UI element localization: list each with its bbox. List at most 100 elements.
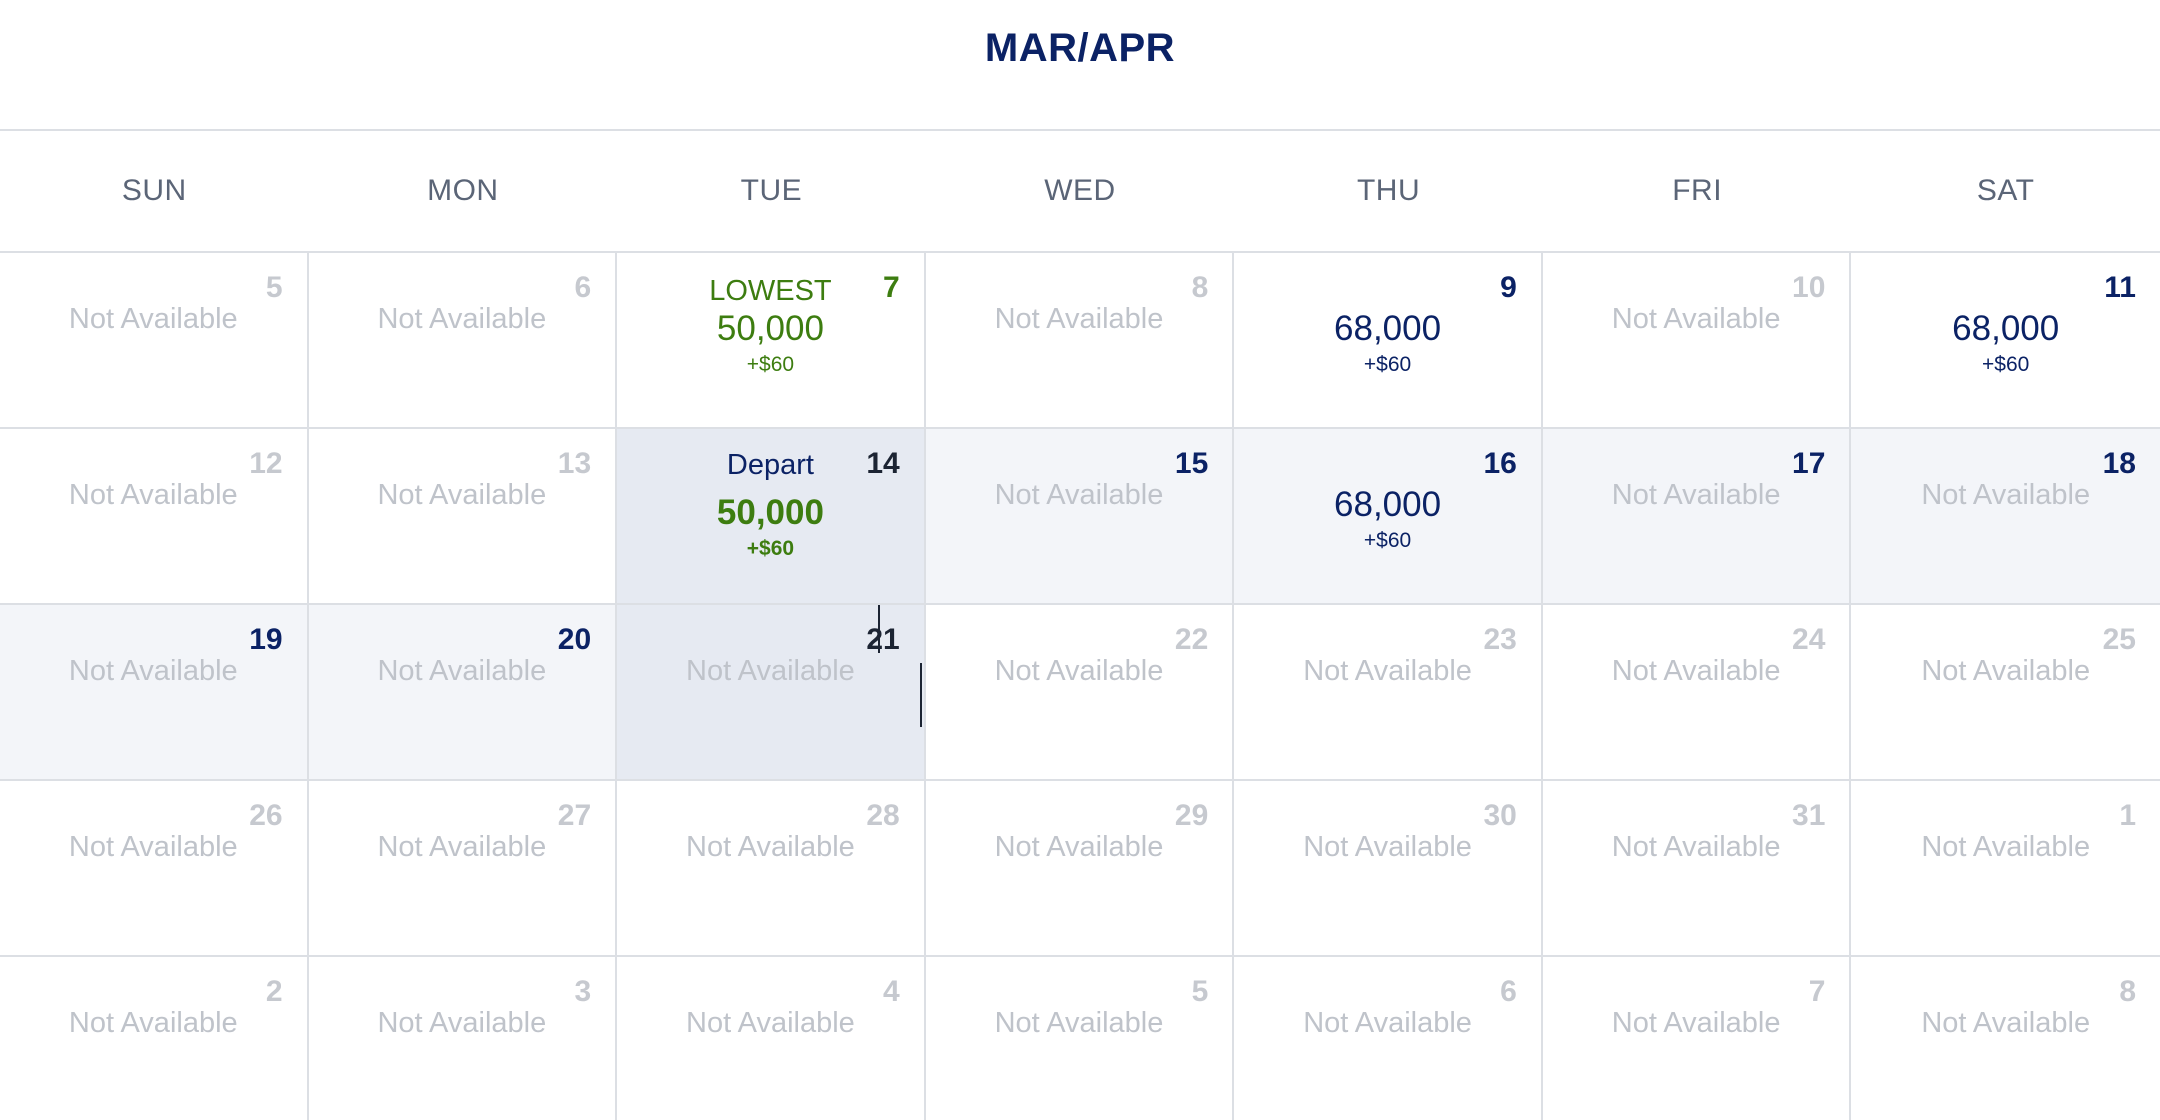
day-cell[interactable]: 5 Not Available — [925, 957, 1235, 1120]
day-content: Not Available — [1543, 303, 1850, 336]
day-cell[interactable]: 31 Not Available — [1542, 781, 1852, 957]
weekday-thu: THU — [1356, 174, 1421, 207]
availability-status: Not Available — [1611, 831, 1781, 863]
day-cell[interactable]: 14 Depart 50,000 +$60 — [617, 429, 926, 605]
day-cell[interactable]: 4 Not Available — [617, 957, 926, 1120]
day-number: 29 — [1174, 799, 1209, 832]
day-cell[interactable]: 13 Not Available — [308, 429, 618, 605]
day-number: 28 — [866, 799, 900, 832]
day-cell[interactable]: 29 Not Available — [925, 781, 1235, 957]
day-cell[interactable]: 22 Not Available — [925, 605, 1235, 781]
day-number: 26 — [249, 799, 283, 832]
day-content: Not Available — [1851, 831, 2160, 864]
day-number: 13 — [557, 447, 592, 480]
availability-status: Not Available — [1611, 1007, 1781, 1039]
day-number: 19 — [249, 623, 283, 656]
day-cell[interactable]: 7 LOWEST 50,000 +$60 — [617, 253, 926, 429]
day-cell[interactable]: 7 Not Available — [1542, 957, 1852, 1120]
weekday-wed: WED — [1044, 174, 1116, 207]
availability-status: Not Available — [686, 831, 855, 863]
calendar-grid: 5 Not Available 6 Not Available 7 LOWEST 50,00… — [0, 253, 2160, 1120]
day-content: Not Available — [309, 1007, 616, 1040]
day-content: Not Available — [0, 479, 307, 512]
day-number: 22 — [1174, 623, 1209, 656]
day-content: Not Available — [926, 831, 1233, 864]
day-number: 17 — [1792, 447, 1826, 480]
day-content: Not Available — [1851, 1007, 2160, 1040]
day-cell[interactable]: 6 Not Available — [1234, 957, 1543, 1120]
day-cell[interactable]: 19 Not Available — [0, 605, 309, 781]
day-cell[interactable]: 6 Not Available — [308, 253, 618, 429]
day-content: Not Available — [309, 479, 616, 512]
day-cell[interactable]: 28 Not Available — [617, 781, 926, 957]
day-cell[interactable]: 21 Not Available — [617, 605, 926, 781]
day-number: 15 — [1174, 447, 1209, 480]
taxes-fee: +$60 — [746, 353, 795, 376]
day-cell[interactable]: 20 Not Available — [308, 605, 618, 781]
availability-status: Not Available — [377, 831, 547, 863]
day-number: 11 — [2104, 271, 2136, 304]
availability-status: Not Available — [1303, 831, 1472, 863]
day-cell[interactable]: 17 Not Available — [1542, 429, 1852, 605]
day-cell[interactable]: 25 Not Available — [1851, 605, 2160, 781]
points-price: 50,000 — [716, 309, 824, 348]
taxes-fee: +$60 — [746, 537, 795, 560]
day-content: Not Available — [926, 655, 1233, 688]
day-cell[interactable]: 12 Not Available — [0, 429, 309, 605]
taxes-fee: +$60 — [1363, 529, 1412, 552]
day-cell[interactable]: 2 Not Available — [0, 957, 309, 1120]
day-content: Not Available — [1543, 1007, 1850, 1040]
day-content: Not Available — [0, 655, 307, 688]
day-cell[interactable]: 30 Not Available — [1234, 781, 1543, 957]
day-cell[interactable]: 3 Not Available — [308, 957, 618, 1120]
points-price: 50,000 — [716, 493, 824, 532]
weekday-tue: TUE — [740, 174, 803, 207]
day-cell[interactable]: 27 Not Available — [308, 781, 618, 957]
day-content: Not Available — [0, 831, 307, 864]
day-content: Not Available — [1234, 831, 1541, 864]
day-cell[interactable]: 16 68,000 +$60 — [1234, 429, 1543, 605]
availability-status: Not Available — [994, 479, 1164, 511]
taxes-fee: +$60 — [1363, 353, 1412, 376]
day-cell[interactable]: 15 Not Available — [925, 429, 1235, 605]
weekday-fri: FRI — [1672, 174, 1723, 207]
availability-status: Not Available — [1303, 655, 1472, 687]
day-number: 3 — [574, 975, 592, 1008]
day-content: Not Available — [617, 831, 924, 864]
day-cell[interactable]: 5 Not Available — [0, 253, 309, 429]
day-number: 8 — [2119, 975, 2136, 1008]
availability-status: Not Available — [994, 303, 1164, 335]
day-number: 18 — [2102, 447, 2136, 480]
day-content: 68,000 +$60 — [1851, 309, 2160, 377]
day-content: 68,000 +$60 — [1234, 309, 1541, 377]
day-number: 6 — [1500, 975, 1517, 1008]
points-price: 68,000 — [1334, 485, 1442, 524]
day-cell[interactable]: 9 68,000 +$60 — [1234, 253, 1543, 429]
day-number: 14 — [866, 447, 900, 480]
day-number: 9 — [1500, 271, 1517, 304]
day-number: 2 — [265, 975, 283, 1008]
day-cell[interactable]: 24 Not Available — [1542, 605, 1852, 781]
day-number: 30 — [1483, 799, 1517, 832]
day-cell[interactable]: 26 Not Available — [0, 781, 309, 957]
month-title: MAR/APR — [984, 26, 1176, 70]
day-number: 27 — [557, 799, 592, 832]
day-cell[interactable]: 10 Not Available — [1542, 253, 1852, 429]
lowest-fare-badge: LOWEST — [709, 275, 832, 307]
day-cell[interactable]: 18 Not Available — [1851, 429, 2160, 605]
day-cell[interactable]: 8 Not Available — [925, 253, 1235, 429]
availability-status: Not Available — [1921, 479, 2091, 511]
day-number: 7 — [883, 271, 900, 304]
day-cell[interactable]: 1 Not Available — [1851, 781, 2160, 957]
day-cell[interactable]: 8 Not Available — [1851, 957, 2160, 1120]
points-price: 68,000 — [1952, 309, 2060, 348]
day-number: 16 — [1483, 447, 1517, 480]
day-number: 1 — [2119, 799, 2136, 832]
availability-status: Not Available — [1921, 831, 2091, 863]
day-cell[interactable]: 11 68,000 +$60 — [1851, 253, 2160, 429]
day-content: Not Available — [1851, 655, 2160, 688]
availability-status: Not Available — [1611, 479, 1781, 511]
day-cell[interactable]: 23 Not Available — [1234, 605, 1543, 781]
day-content: Not Available — [0, 303, 307, 336]
availability-status: Not Available — [68, 479, 238, 511]
